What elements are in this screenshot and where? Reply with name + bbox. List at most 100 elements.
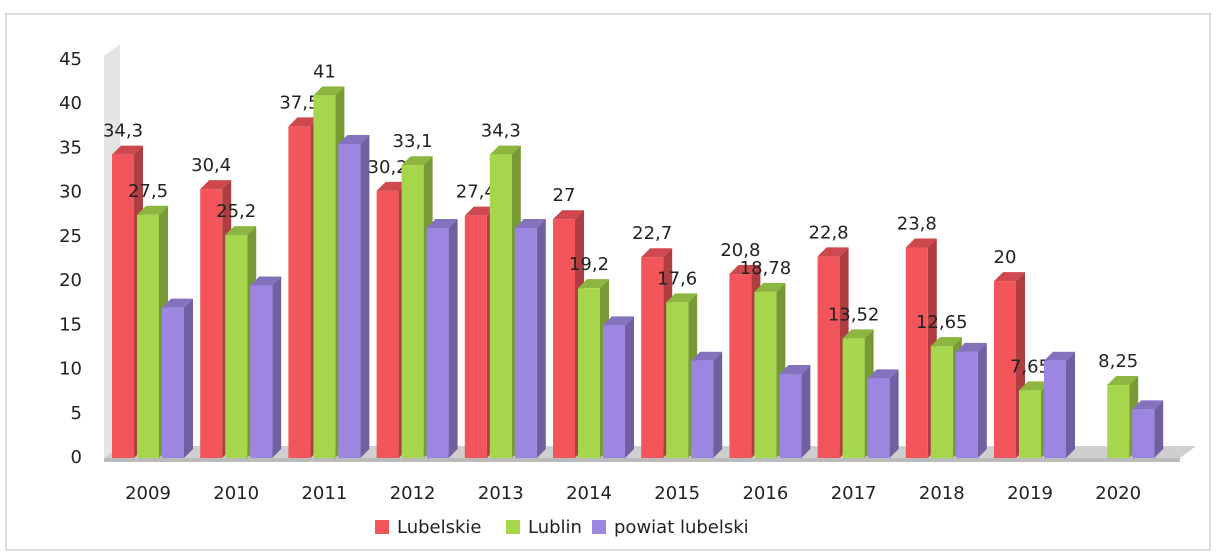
bar-top [817, 247, 849, 257]
data-label: 34,3 [103, 121, 143, 142]
bar [779, 364, 811, 458]
bar-front [1107, 385, 1130, 458]
x-tick-label: 2017 [831, 483, 877, 504]
legend-swatch [506, 520, 520, 534]
bar-top [338, 135, 370, 145]
y-tick-label: 25 [59, 226, 82, 247]
bar-top [1019, 381, 1050, 391]
bar-top [514, 219, 546, 229]
data-label: 22,8 [809, 222, 849, 243]
y-tick-label: 40 [59, 93, 82, 114]
bar-top [426, 219, 458, 229]
bar-top [288, 117, 320, 127]
bar-front [200, 189, 223, 458]
bar-top [994, 272, 1025, 282]
data-label: 41 [313, 61, 336, 82]
bar-front [225, 235, 248, 458]
bar-front [1132, 409, 1155, 458]
bar-top [162, 298, 193, 308]
data-label: 37,5 [279, 92, 319, 113]
bar-front [553, 219, 575, 458]
y-tick-label: 0 [71, 447, 82, 468]
bar-front [137, 214, 159, 458]
bar-front [905, 247, 928, 458]
bar-top [641, 248, 673, 258]
bar-side [713, 351, 723, 458]
bar-top [905, 238, 937, 248]
bar-front [754, 291, 777, 458]
bar-top [867, 369, 899, 379]
bar-top [200, 180, 232, 190]
data-label: 20 [994, 247, 1017, 268]
bar-top [313, 86, 345, 96]
bar-side [801, 364, 811, 458]
x-tick-label: 2009 [125, 483, 171, 504]
legend-swatch [592, 520, 606, 534]
data-label: 22,7 [632, 223, 672, 244]
bar-top [464, 206, 496, 216]
x-tick-label: 2015 [654, 483, 700, 504]
bar-top [754, 282, 786, 292]
bar [691, 351, 723, 458]
bar-top [553, 210, 584, 220]
bar-front [250, 285, 273, 458]
bar-front [842, 338, 865, 458]
bar-top [842, 329, 874, 339]
bar-front [514, 228, 537, 458]
bar-front [729, 274, 752, 458]
bar-top [137, 205, 168, 215]
bar-front [313, 95, 336, 458]
bar-top [930, 337, 962, 347]
data-label: 17,6 [657, 268, 697, 289]
bar-front [426, 228, 449, 458]
bar-top [401, 156, 433, 166]
legend-swatch [375, 520, 389, 534]
bar-side [360, 135, 370, 458]
bar [162, 298, 193, 458]
data-label: 27,5 [128, 181, 168, 202]
bar [1132, 400, 1164, 458]
data-label: 25,2 [216, 201, 256, 222]
bar-front [817, 256, 840, 458]
data-label: 8,25 [1098, 351, 1138, 372]
bar [955, 342, 987, 458]
bar-side [184, 298, 193, 458]
bar-top [666, 293, 698, 303]
bar-top [1044, 351, 1075, 361]
bar-side [889, 369, 899, 458]
bar-front [338, 144, 361, 458]
y-tick-label: 10 [59, 359, 82, 380]
x-tick-label: 2018 [919, 483, 965, 504]
data-label: 30,4 [191, 155, 231, 176]
bar-front [691, 360, 714, 458]
bar-top [112, 145, 143, 155]
bar-top [691, 351, 723, 361]
bar-front [578, 288, 600, 458]
y-tick-label: 35 [59, 137, 82, 158]
bar-front [376, 190, 399, 459]
data-label: 19,2 [569, 254, 609, 275]
data-label: 27,4 [456, 182, 496, 203]
x-tick-label: 2020 [1095, 483, 1141, 504]
legend-label: Lublin [528, 517, 582, 538]
bar-top [1132, 400, 1164, 410]
bar [867, 369, 899, 458]
data-label: 20,8 [720, 240, 760, 261]
bar-side [536, 219, 546, 458]
data-label: 27 [553, 185, 576, 206]
bar-front [641, 257, 664, 458]
bar-side [272, 276, 282, 458]
bar-front [603, 325, 625, 458]
bar-front [401, 165, 424, 458]
bar-side [625, 316, 634, 458]
y-tick-label: 45 [59, 49, 82, 70]
bar [603, 316, 634, 458]
data-label: 34,3 [481, 121, 521, 142]
x-tick-label: 2013 [478, 483, 524, 504]
bar [338, 135, 370, 458]
bar-side [448, 219, 458, 458]
bar-top [729, 265, 761, 275]
bar-front [162, 307, 184, 458]
x-tick-label: 2014 [566, 483, 612, 504]
